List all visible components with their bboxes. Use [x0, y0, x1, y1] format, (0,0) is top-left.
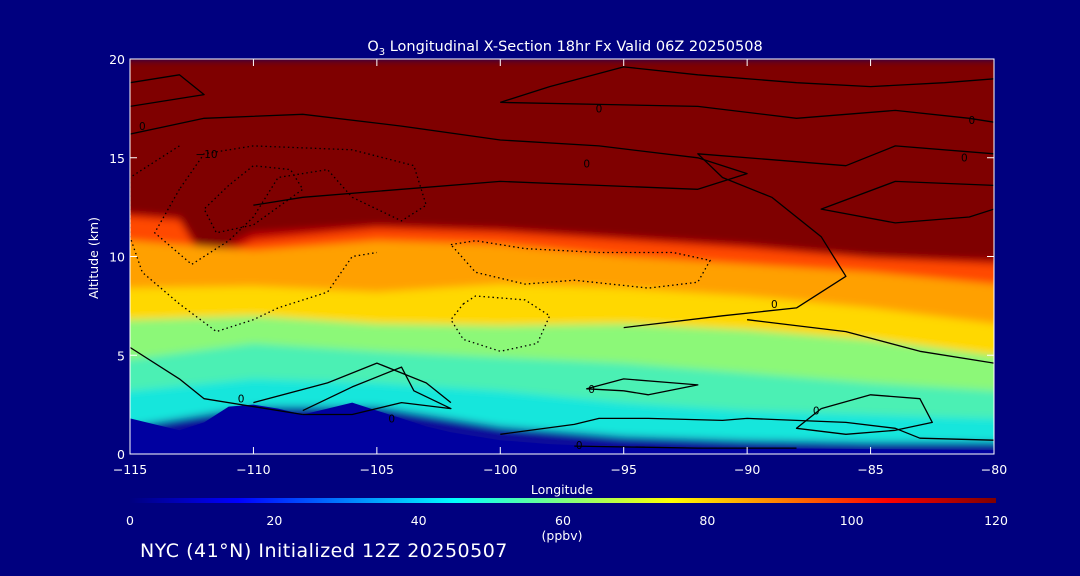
y-tick-label-15: 15: [109, 151, 125, 166]
colorbar-tick-label-60: 60: [555, 513, 571, 528]
contour-dotted-0: [153, 145, 427, 266]
x-tick-label-6: −85: [857, 462, 883, 477]
contour-solid-2: [500, 66, 994, 104]
x-tick-label-5: −90: [734, 462, 760, 477]
contour-label-10: 0: [813, 406, 820, 418]
y-tick-label-5: 5: [117, 348, 125, 363]
contour-solid-0: [130, 74, 205, 108]
contour-label-2: 0: [596, 103, 603, 115]
contour-label-11: 0: [576, 440, 583, 452]
x-tick-label-1: −110: [236, 462, 270, 477]
contour-solid-6: [130, 346, 303, 416]
contour-solid-1: [130, 113, 748, 206]
y-axis-label: Altitude (km): [86, 217, 101, 299]
y-tick-label-20: 20: [109, 52, 125, 67]
colorbar-tick-label-120: 120: [984, 513, 1008, 528]
contour-label-6: 0: [771, 299, 778, 311]
contour-solid-7: [302, 366, 452, 416]
colorbar-ticks: 0 20 40 60 80 100 120: [126, 513, 1008, 528]
contour-solid-11: [795, 394, 933, 435]
y-tick-label-0: 0: [117, 447, 125, 462]
contour-dotted-4: [450, 295, 551, 352]
terrain-mask: [130, 402, 994, 454]
contour-label-9: 0: [588, 384, 595, 396]
contour-label-0: 0: [139, 121, 146, 133]
colorbar-tick-label-20: 20: [266, 513, 282, 528]
contour-solid-9: [500, 417, 994, 441]
x-tick-label-0: −115: [113, 462, 147, 477]
contour-label-7: 0: [238, 394, 245, 406]
contour-solid-4: [623, 145, 994, 329]
plot-area: 0 −10 0 0 0 0 0 0 0 0 0 0: [130, 59, 994, 454]
colorbar-tick-label-0: 0: [126, 513, 134, 528]
x-axis-label: Longitude: [531, 482, 593, 497]
chart-title-species: O: [367, 39, 378, 55]
x-tick-label-4: −95: [611, 462, 637, 477]
x-axis: −115 −110 −105 −100 −95 −90 −85 −80: [113, 59, 1007, 477]
colorbar: [130, 498, 996, 503]
contour-solid-5: [820, 180, 994, 224]
colorbar-tick-label-100: 100: [840, 513, 864, 528]
chart-title: O3 Longitudinal X-Section 18hr Fx Valid …: [367, 39, 762, 58]
contour-solid-12: [747, 319, 994, 364]
contour-label-3: 0: [583, 159, 590, 171]
contour-label-1: −10: [195, 149, 217, 161]
x-tick-label-3: −100: [483, 462, 517, 477]
contour-label-5: 0: [961, 153, 968, 165]
contour-solid-8: [253, 362, 452, 404]
y-tick-label-10: 10: [109, 250, 125, 265]
x-tick-label-7: −80: [981, 462, 1007, 477]
contour-dotted-2: [130, 145, 378, 333]
footer-initialized-text: NYC (41°N) Initialized 12Z 20250507: [140, 540, 508, 562]
colorbar-tick-label-40: 40: [411, 513, 427, 528]
terrain-shape: [130, 402, 994, 454]
colorbar-unit: (ppbv): [542, 528, 583, 543]
x-tick-label-2: −105: [360, 462, 394, 477]
contour-solid-10: [586, 378, 699, 396]
contour-label-8: 0: [388, 413, 395, 425]
contour-solid-3: [500, 101, 994, 123]
contour-lines: 0 −10 0 0 0 0 0 0 0 0 0 0: [130, 66, 994, 452]
chart-title-rest: Longitudinal X-Section 18hr Fx Valid 06Z…: [385, 39, 763, 55]
contour-dotted-3: [450, 240, 712, 289]
y-axis: 0 5 10 15 20: [109, 52, 994, 462]
chart-title-subscript: 3: [379, 47, 385, 58]
colorbar-tick-label-80: 80: [699, 513, 715, 528]
contour-label-4: 0: [968, 115, 975, 127]
contour-solid-13: [574, 445, 797, 449]
